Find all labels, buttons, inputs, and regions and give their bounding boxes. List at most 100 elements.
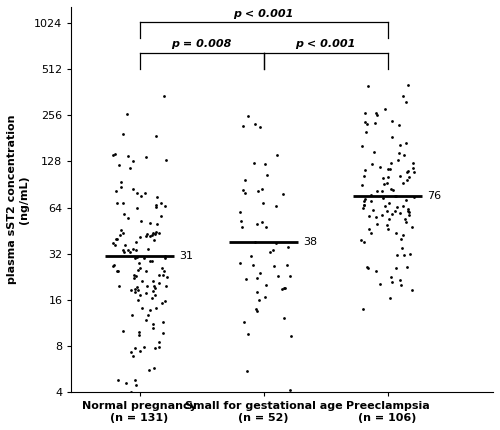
Point <box>372 110 380 117</box>
Point <box>270 262 278 269</box>
Point <box>396 122 404 129</box>
Point <box>396 150 404 157</box>
Point <box>408 286 416 293</box>
Point <box>372 111 380 118</box>
Point <box>162 283 170 290</box>
Point <box>405 174 413 181</box>
Point <box>392 208 400 215</box>
Point <box>162 252 170 259</box>
Point <box>236 217 244 224</box>
Point <box>263 172 271 179</box>
Point <box>148 257 156 264</box>
Point <box>143 231 151 238</box>
Point <box>126 248 134 255</box>
Point <box>378 212 386 219</box>
Point <box>272 203 280 209</box>
Point <box>388 211 396 218</box>
Point <box>146 257 154 264</box>
Point <box>124 215 132 221</box>
Point <box>112 187 120 194</box>
Point <box>142 154 150 161</box>
Point <box>365 225 373 232</box>
Point <box>409 165 417 172</box>
Point <box>149 321 157 328</box>
Point <box>136 292 144 298</box>
Point <box>380 106 388 113</box>
Point <box>392 264 400 271</box>
Point <box>142 268 150 275</box>
Point <box>378 188 386 195</box>
Point <box>360 201 368 208</box>
Point <box>286 333 294 340</box>
Point <box>398 244 406 251</box>
Point <box>360 173 368 180</box>
Point <box>396 277 404 284</box>
Point <box>376 280 384 287</box>
Point <box>151 292 159 298</box>
Point <box>150 237 158 244</box>
Point <box>132 381 140 388</box>
Point <box>402 218 410 225</box>
Point <box>129 157 137 164</box>
Point <box>386 216 394 223</box>
Point <box>120 130 128 137</box>
Point <box>236 260 244 267</box>
Point <box>146 219 154 226</box>
Point <box>397 235 405 242</box>
Point <box>120 327 128 334</box>
Point <box>152 201 160 208</box>
Text: p < 0.001: p < 0.001 <box>296 40 356 49</box>
Point <box>260 294 268 301</box>
Point <box>361 109 369 116</box>
Point <box>404 208 412 215</box>
Point <box>272 240 280 246</box>
Point <box>148 294 156 301</box>
Point <box>120 211 128 218</box>
Point <box>360 197 368 204</box>
Point <box>244 330 252 337</box>
Point <box>402 264 410 270</box>
Point <box>157 200 165 207</box>
Point <box>155 344 163 351</box>
Text: 76: 76 <box>428 191 442 201</box>
Point <box>118 178 126 185</box>
Point <box>152 304 160 311</box>
Point <box>283 262 291 269</box>
Point <box>388 279 396 286</box>
Point <box>360 196 368 203</box>
Point <box>130 275 138 282</box>
Point <box>386 294 394 301</box>
Text: p < 0.001: p < 0.001 <box>234 9 294 18</box>
Point <box>380 180 388 187</box>
Point <box>372 268 380 275</box>
Point <box>111 241 119 248</box>
Point <box>142 316 150 323</box>
Point <box>372 213 380 220</box>
Point <box>150 278 158 285</box>
Point <box>134 267 141 273</box>
Point <box>359 205 367 212</box>
Point <box>408 224 416 230</box>
Point <box>284 244 292 251</box>
Point <box>262 282 270 289</box>
Point <box>149 324 157 331</box>
Point <box>360 305 368 312</box>
Point <box>272 152 280 159</box>
Point <box>368 160 376 167</box>
Point <box>132 253 140 260</box>
Point <box>370 207 378 214</box>
Point <box>131 285 139 292</box>
Point <box>286 273 294 280</box>
Point <box>410 168 418 175</box>
Point <box>149 288 157 295</box>
Point <box>239 122 247 129</box>
Point <box>152 204 160 211</box>
Point <box>150 229 158 236</box>
Point <box>116 162 124 169</box>
Point <box>114 268 122 275</box>
Point <box>159 318 167 325</box>
Point <box>388 160 396 166</box>
Point <box>358 143 366 150</box>
Point <box>128 311 136 318</box>
Point <box>150 364 158 371</box>
